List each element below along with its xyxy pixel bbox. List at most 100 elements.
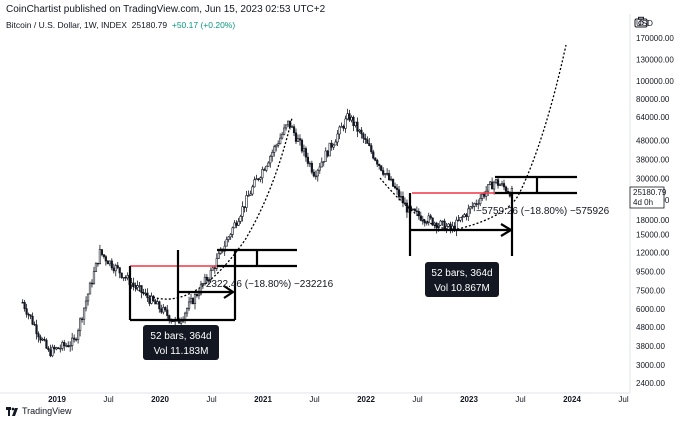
candle-body [104, 256, 107, 262]
candle-body [61, 342, 64, 349]
candle-body [429, 215, 432, 219]
candle-body [378, 163, 381, 166]
candle-body [255, 178, 258, 181]
candle-body [225, 239, 228, 247]
candle-body [415, 210, 418, 213]
price-tick-label: 80000.00 [636, 95, 670, 104]
candle-body [439, 220, 442, 226]
candle-body [427, 215, 430, 223]
candle-body [380, 165, 383, 171]
candle-body [215, 258, 218, 269]
candle-body [364, 138, 367, 140]
candle-body [376, 160, 379, 165]
candle-body [53, 346, 56, 350]
candle-body [441, 220, 444, 223]
candle-body [492, 181, 496, 190]
candle-body [384, 173, 387, 175]
candle-body [197, 293, 201, 297]
time-tick-label: 2020 [151, 395, 169, 404]
price-tick-label: 6000.00 [636, 305, 665, 314]
candle-body [106, 260, 109, 265]
price-tick-label: 3800.00 [636, 342, 665, 351]
left-range-badge: 52 bars, 364d Vol 11.183M [143, 325, 219, 360]
candle-body [290, 126, 294, 128]
candle-body [330, 142, 333, 148]
candle-body [243, 206, 246, 208]
candle-body [435, 222, 438, 229]
candle-body [90, 282, 94, 285]
candle-body [35, 324, 38, 335]
candle-body [374, 157, 377, 161]
price-tick-label: 48000.00 [636, 136, 670, 145]
candle-body [92, 271, 96, 284]
candle-body [279, 137, 282, 145]
candle-body [502, 183, 506, 188]
candle-body [265, 165, 268, 171]
candle-body [124, 277, 127, 279]
candle-body [247, 195, 250, 197]
price-tick-label: 18000.00 [636, 216, 670, 225]
price-tick-label: 64000.00 [636, 113, 670, 122]
candles [21, 108, 514, 358]
candle-body [71, 337, 74, 346]
candle-body [235, 222, 238, 226]
camera-icon[interactable] [634, 16, 648, 28]
candle-body [461, 216, 464, 218]
candle-body [459, 217, 462, 221]
symbol-price: 25180.79 [131, 20, 168, 30]
candle-body [231, 227, 234, 235]
candle-body [393, 185, 397, 189]
candle-body [304, 148, 308, 158]
candle-body [39, 336, 42, 341]
candle-body [356, 121, 359, 132]
candle-body [285, 124, 288, 129]
published-caption: CoinChartist published on TradingView.co… [6, 4, 326, 15]
currency-label: USD [636, 19, 653, 28]
candle-body [336, 133, 339, 143]
candle-body [340, 126, 343, 128]
candle-body [201, 283, 205, 286]
candle-body [102, 254, 105, 257]
candle-body [185, 308, 189, 314]
current-price-value: 25180.79 [633, 188, 667, 197]
candle-body [180, 320, 183, 324]
candle-body [399, 196, 403, 198]
candle-body [451, 225, 454, 230]
candle-body [77, 330, 80, 340]
candle-body [352, 116, 355, 126]
candle-body [88, 282, 92, 295]
right-range-box [408, 175, 577, 256]
candle-body [199, 284, 203, 295]
candle-body [277, 143, 280, 146]
candle-body [417, 211, 420, 217]
candle-body [31, 315, 34, 325]
candle-body [344, 118, 347, 129]
candle-body [156, 301, 159, 305]
candle-body [164, 307, 167, 311]
candle-body [350, 116, 353, 121]
candle-body [122, 277, 125, 279]
candle-body [273, 146, 276, 153]
candle-body [69, 345, 72, 348]
candle-body [59, 348, 62, 350]
candle-body [138, 285, 141, 287]
candle-body [120, 272, 123, 278]
candle-body [471, 206, 474, 208]
candle-body [281, 133, 284, 139]
tradingview-brand[interactable]: TradingView [6, 406, 72, 416]
candle-body [479, 198, 482, 205]
candle-body [294, 132, 298, 142]
candle-body [94, 262, 98, 272]
price-tick-label: 38000.00 [636, 155, 670, 164]
candle-body [29, 314, 32, 317]
tradingview-logo-icon [6, 406, 18, 416]
candle-body [286, 120, 290, 126]
candle-body [108, 260, 111, 265]
candle-body [302, 148, 306, 152]
candle-body [150, 295, 153, 304]
candle-body [397, 189, 401, 198]
cup-curve-2020 [128, 117, 293, 300]
candle-body [84, 300, 88, 309]
candle-body [86, 293, 90, 302]
